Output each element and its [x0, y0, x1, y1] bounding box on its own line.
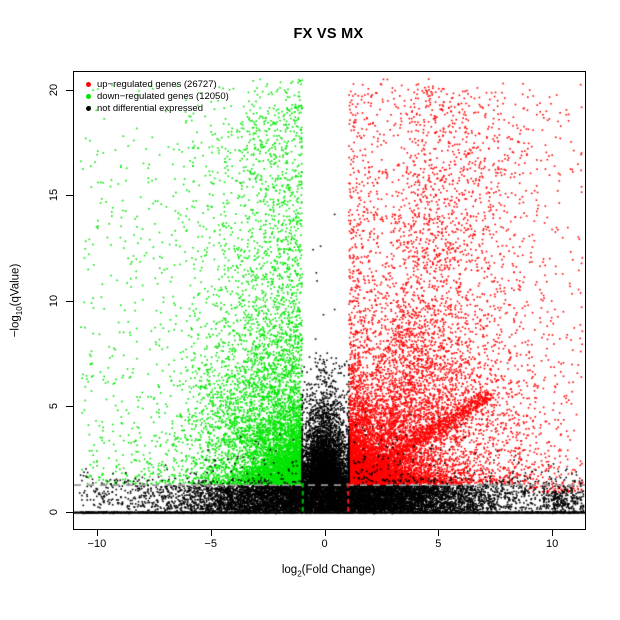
y-tick-mark: [66, 195, 73, 197]
x-axis-label-base: log: [281, 564, 298, 576]
y-axis-label-sub: 10: [14, 306, 24, 316]
x-axis-label: log2(Fold Change): [178, 564, 479, 578]
x-tick-label: 10: [546, 538, 559, 550]
y-tick-mark: [66, 300, 73, 302]
legend-dot-icon: [86, 81, 91, 87]
x-tick-mark: [324, 529, 326, 536]
legend-item-label: down−regulated genes (12050): [97, 90, 229, 102]
y-tick-label: 5: [48, 402, 60, 410]
y-tick-label: 15: [48, 188, 60, 202]
x-tick-mark: [438, 529, 440, 536]
y-tick-label: 10: [48, 294, 60, 307]
legend-item: not differential expressed: [86, 102, 229, 114]
plot-area: up−regulated genes (26727) down−regulated…: [73, 71, 586, 530]
y-tick-mark: [66, 406, 73, 408]
legend-item: down−regulated genes (12050): [86, 90, 229, 102]
x-axis-label-sub: 2: [297, 569, 302, 579]
legend: up−regulated genes (26727) down−regulated…: [86, 78, 229, 115]
legend-item-label: not differential expressed: [97, 102, 203, 114]
legend-dot-icon: [86, 105, 91, 111]
legend-dot-icon: [86, 93, 91, 99]
y-tick-label: 20: [48, 83, 60, 96]
legend-item-label: up−regulated genes (26727): [97, 78, 217, 90]
y-axis-label-base: −log: [9, 315, 22, 338]
x-tick-mark: [552, 529, 554, 536]
y-axis-label-rest: (qValue): [9, 263, 22, 307]
x-tick-mark: [210, 529, 212, 536]
x-tick-mark: [96, 529, 98, 536]
y-tick-label: 0: [48, 508, 60, 515]
plot-title: FX VS MX: [293, 26, 364, 42]
y-axis-label: −log10(qValue): [10, 231, 25, 371]
scatter-canvas: [74, 72, 585, 529]
x-tick-label: 5: [435, 538, 442, 550]
x-tick-label: −5: [204, 538, 217, 550]
x-axis-label-rest: (Fold Change): [301, 564, 376, 576]
y-tick-mark: [66, 511, 73, 513]
legend-item: up−regulated genes (26727): [86, 78, 229, 90]
x-tick-label: 0: [321, 538, 328, 550]
x-tick-label: −10: [87, 538, 107, 550]
y-tick-mark: [66, 89, 73, 91]
